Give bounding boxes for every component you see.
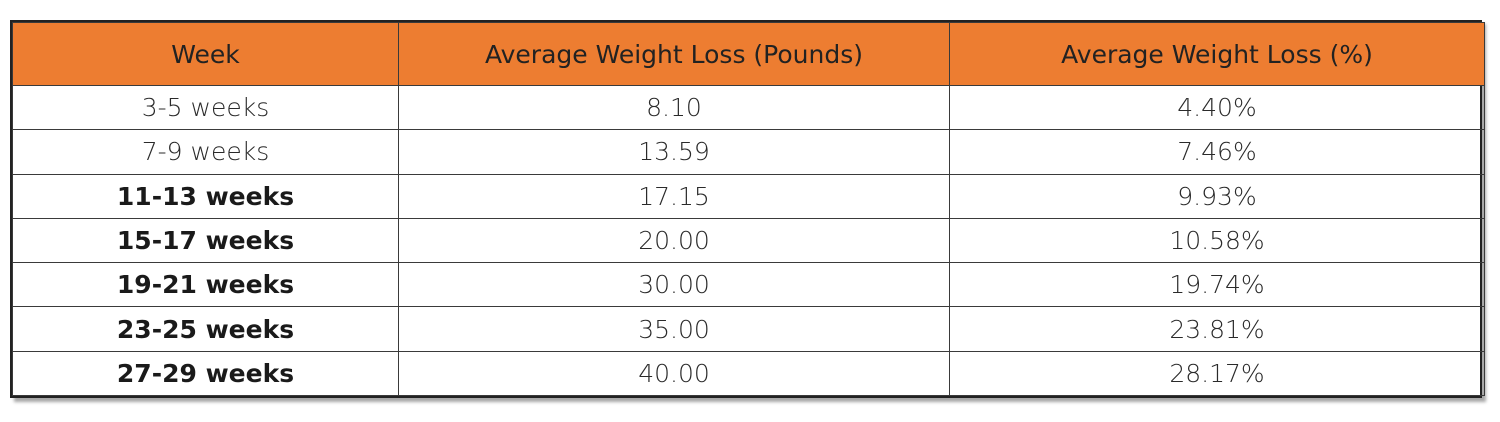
cell-week: 15-17 weeks: [12, 217, 399, 264]
header-avg-weight-loss-percent: Average Weight Loss (%): [949, 22, 1485, 86]
cell-week: 19-21 weeks: [12, 262, 399, 308]
table-row: 27-29 weeks 40.00 28.17%: [12, 350, 1485, 397]
cell-percent: 4.40%: [949, 84, 1485, 131]
cell-week: 3-5 weeks: [12, 84, 399, 131]
cell-percent: 23.81%: [949, 306, 1485, 352]
cell-pounds: 40.00: [398, 350, 950, 397]
table-header-row: Week Average Weight Loss (Pounds) Averag…: [12, 22, 1485, 86]
cell-pounds: 20.00: [398, 217, 950, 264]
cell-pounds: 17.15: [398, 173, 950, 219]
cell-percent: 9.93%: [949, 173, 1485, 219]
cell-pounds: 13.59: [398, 129, 950, 175]
table-row: 19-21 weeks 30.00 19.74%: [12, 262, 1485, 308]
table-row: 15-17 weeks 20.00 10.58%: [12, 217, 1485, 264]
cell-week: 27-29 weeks: [12, 350, 399, 397]
table-row: 3-5 weeks 8.10 4.40%: [12, 84, 1485, 131]
cell-week: 11-13 weeks: [12, 173, 399, 219]
cell-pounds: 35.00: [398, 306, 950, 352]
table-body: 3-5 weeks 8.10 4.40% 7-9 weeks 13.59 7.4…: [12, 84, 1485, 397]
cell-percent: 28.17%: [949, 350, 1485, 397]
header-week: Week: [12, 22, 399, 86]
weight-loss-table-container: Week Average Weight Loss (Pounds) Averag…: [10, 20, 1485, 398]
cell-week: 23-25 weeks: [12, 306, 399, 352]
table-row: 11-13 weeks 17.15 9.93%: [12, 173, 1485, 219]
table-row: 23-25 weeks 35.00 23.81%: [12, 306, 1485, 352]
weight-loss-table: Week Average Weight Loss (Pounds) Averag…: [12, 22, 1485, 397]
cell-pounds: 8.10: [398, 84, 950, 131]
cell-pounds: 30.00: [398, 262, 950, 308]
table-row: 7-9 weeks 13.59 7.46%: [12, 129, 1485, 175]
cell-percent: 7.46%: [949, 129, 1485, 175]
cell-week: 7-9 weeks: [12, 129, 399, 175]
cell-percent: 19.74%: [949, 262, 1485, 308]
cell-percent: 10.58%: [949, 217, 1485, 264]
header-avg-weight-loss-pounds: Average Weight Loss (Pounds): [398, 22, 950, 86]
